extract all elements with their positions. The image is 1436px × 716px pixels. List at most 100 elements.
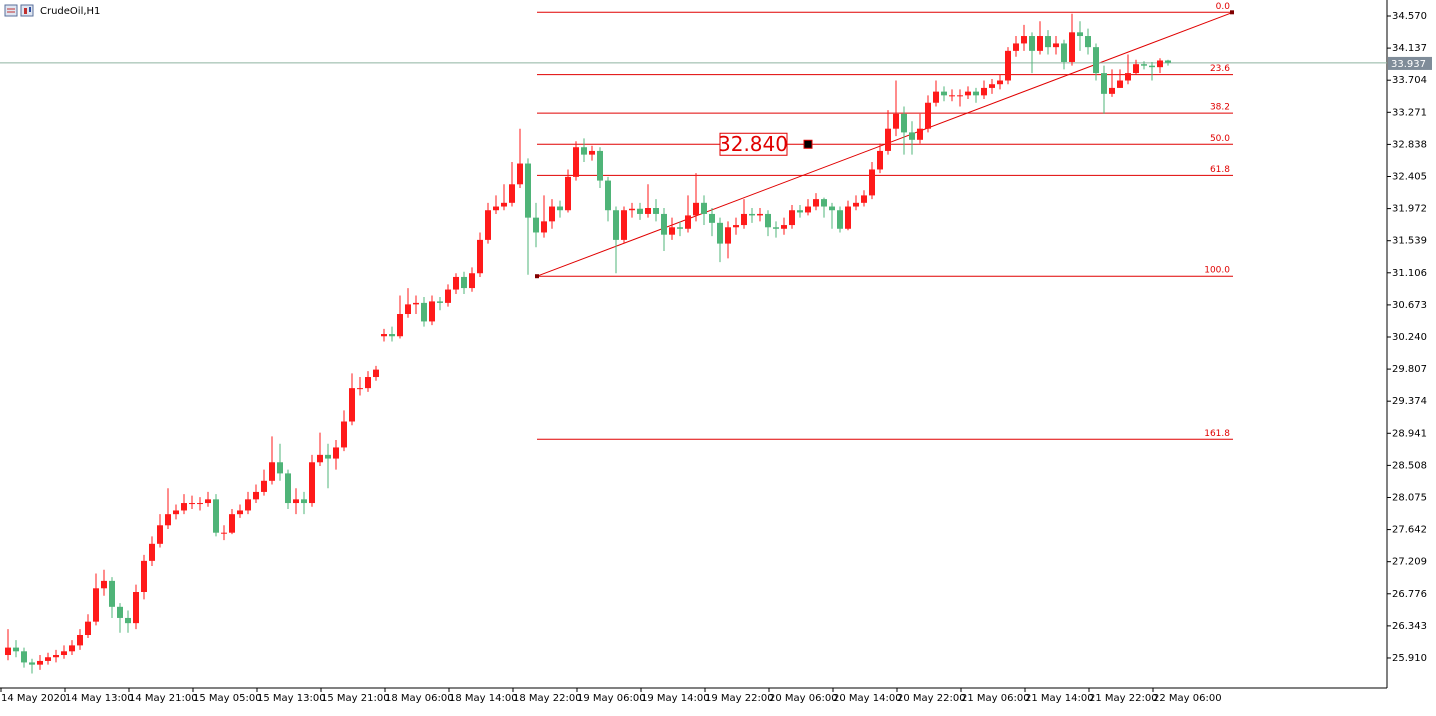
candle-body [149,543,155,561]
candle-body [445,289,451,303]
candle-body [701,202,707,214]
candle-body [853,202,859,207]
candle-body [101,580,107,589]
y-tick-label: 34.570 [1392,11,1427,22]
candle-body [549,206,555,222]
candle-body [509,184,515,203]
candle-body [301,499,307,504]
candle-body [677,227,683,229]
candle-body [325,454,331,459]
candle-body [717,222,723,244]
fib-label: 100.0 [1204,266,1230,276]
candle-body [109,580,115,607]
candle-body [293,499,299,504]
candle-body [741,213,747,226]
candle-body [973,91,979,96]
candle-body [341,421,347,448]
candle-body [357,388,363,390]
candle-body [173,510,179,515]
candle-body [821,199,827,207]
fib-anchor [1230,10,1234,15]
candle-body [637,208,643,214]
candle-body [157,525,163,544]
candle-body [413,302,419,305]
y-tick-label: 34.137 [1392,43,1427,54]
x-tick-label: 22 May 06:00 [1153,693,1222,704]
candle-body [389,334,395,337]
candle-body [805,206,811,213]
x-tick-label: 21 May 14:00 [1025,693,1094,704]
fib-anchor [535,274,539,279]
candle-body [1029,36,1035,51]
x-tick-label: 15 May 21:00 [321,693,390,704]
candle-body [605,180,611,211]
candle-body [541,221,547,233]
candle-body [453,276,459,290]
candle-body [989,84,995,88]
fib-label: 38.2 [1210,103,1230,113]
candle-body [749,213,755,216]
candle-body [461,276,467,289]
candle-body [557,206,563,211]
candle-body [141,560,147,593]
y-tick-label: 31.972 [1392,204,1427,215]
x-tick-label: 19 May 14:00 [641,693,710,704]
fib-label: 23.6 [1210,64,1230,74]
candle-body [685,215,691,229]
y-tick-label: 29.374 [1392,396,1427,407]
candle-body [421,302,427,322]
candle-body [365,377,371,389]
candle-body [581,147,587,155]
x-tick-label: 21 May 06:00 [961,693,1030,704]
candle-body [469,273,475,289]
candle-body [397,314,403,337]
x-tick-label: 18 May 22:00 [513,693,582,704]
candle-body [1125,73,1131,81]
candle-body [525,163,531,218]
x-tick-label: 15 May 05:00 [193,693,262,704]
candle-body [1077,32,1083,37]
candle-body [733,225,739,228]
candle-body [125,617,131,624]
candle-body [61,651,67,656]
candle-body [645,208,651,214]
x-tick-label: 19 May 22:00 [705,693,774,704]
fib-label: 50.0 [1210,134,1230,144]
y-tick-label: 27.209 [1392,557,1427,568]
candle-body [333,447,339,459]
candle-body [429,301,435,322]
candle-body [1117,80,1123,88]
candle-body [621,210,627,240]
x-tick-label: 21 May 22:00 [1089,693,1158,704]
y-tick-label: 33.704 [1392,75,1427,86]
title-icons [4,4,34,17]
candle-body [221,532,227,534]
candle-body [957,95,963,97]
candle-body [165,514,171,526]
candle-body [1165,60,1171,63]
candle-body [437,301,443,303]
y-tick-label: 30.240 [1392,332,1427,343]
candle-body [589,150,595,155]
candle-body [573,147,579,177]
candle-body [949,95,955,97]
candle-body [181,503,187,511]
candle-body [661,213,667,235]
candle-body [1101,73,1107,94]
candle-body [533,217,539,233]
candle-body [85,621,91,635]
candle-body [213,499,219,533]
candle-body [69,645,75,652]
y-tick-label: 26.343 [1392,621,1427,632]
candle-body [629,208,635,211]
candle-body [869,169,875,196]
candle-body [765,213,771,228]
candle-body [1109,87,1115,94]
y-tick-label: 32.405 [1392,172,1427,183]
current-price-box [1388,56,1432,70]
candle-body [1149,65,1155,68]
candle-body [45,657,51,661]
candle-body [613,210,619,240]
candle-body [1053,43,1059,48]
